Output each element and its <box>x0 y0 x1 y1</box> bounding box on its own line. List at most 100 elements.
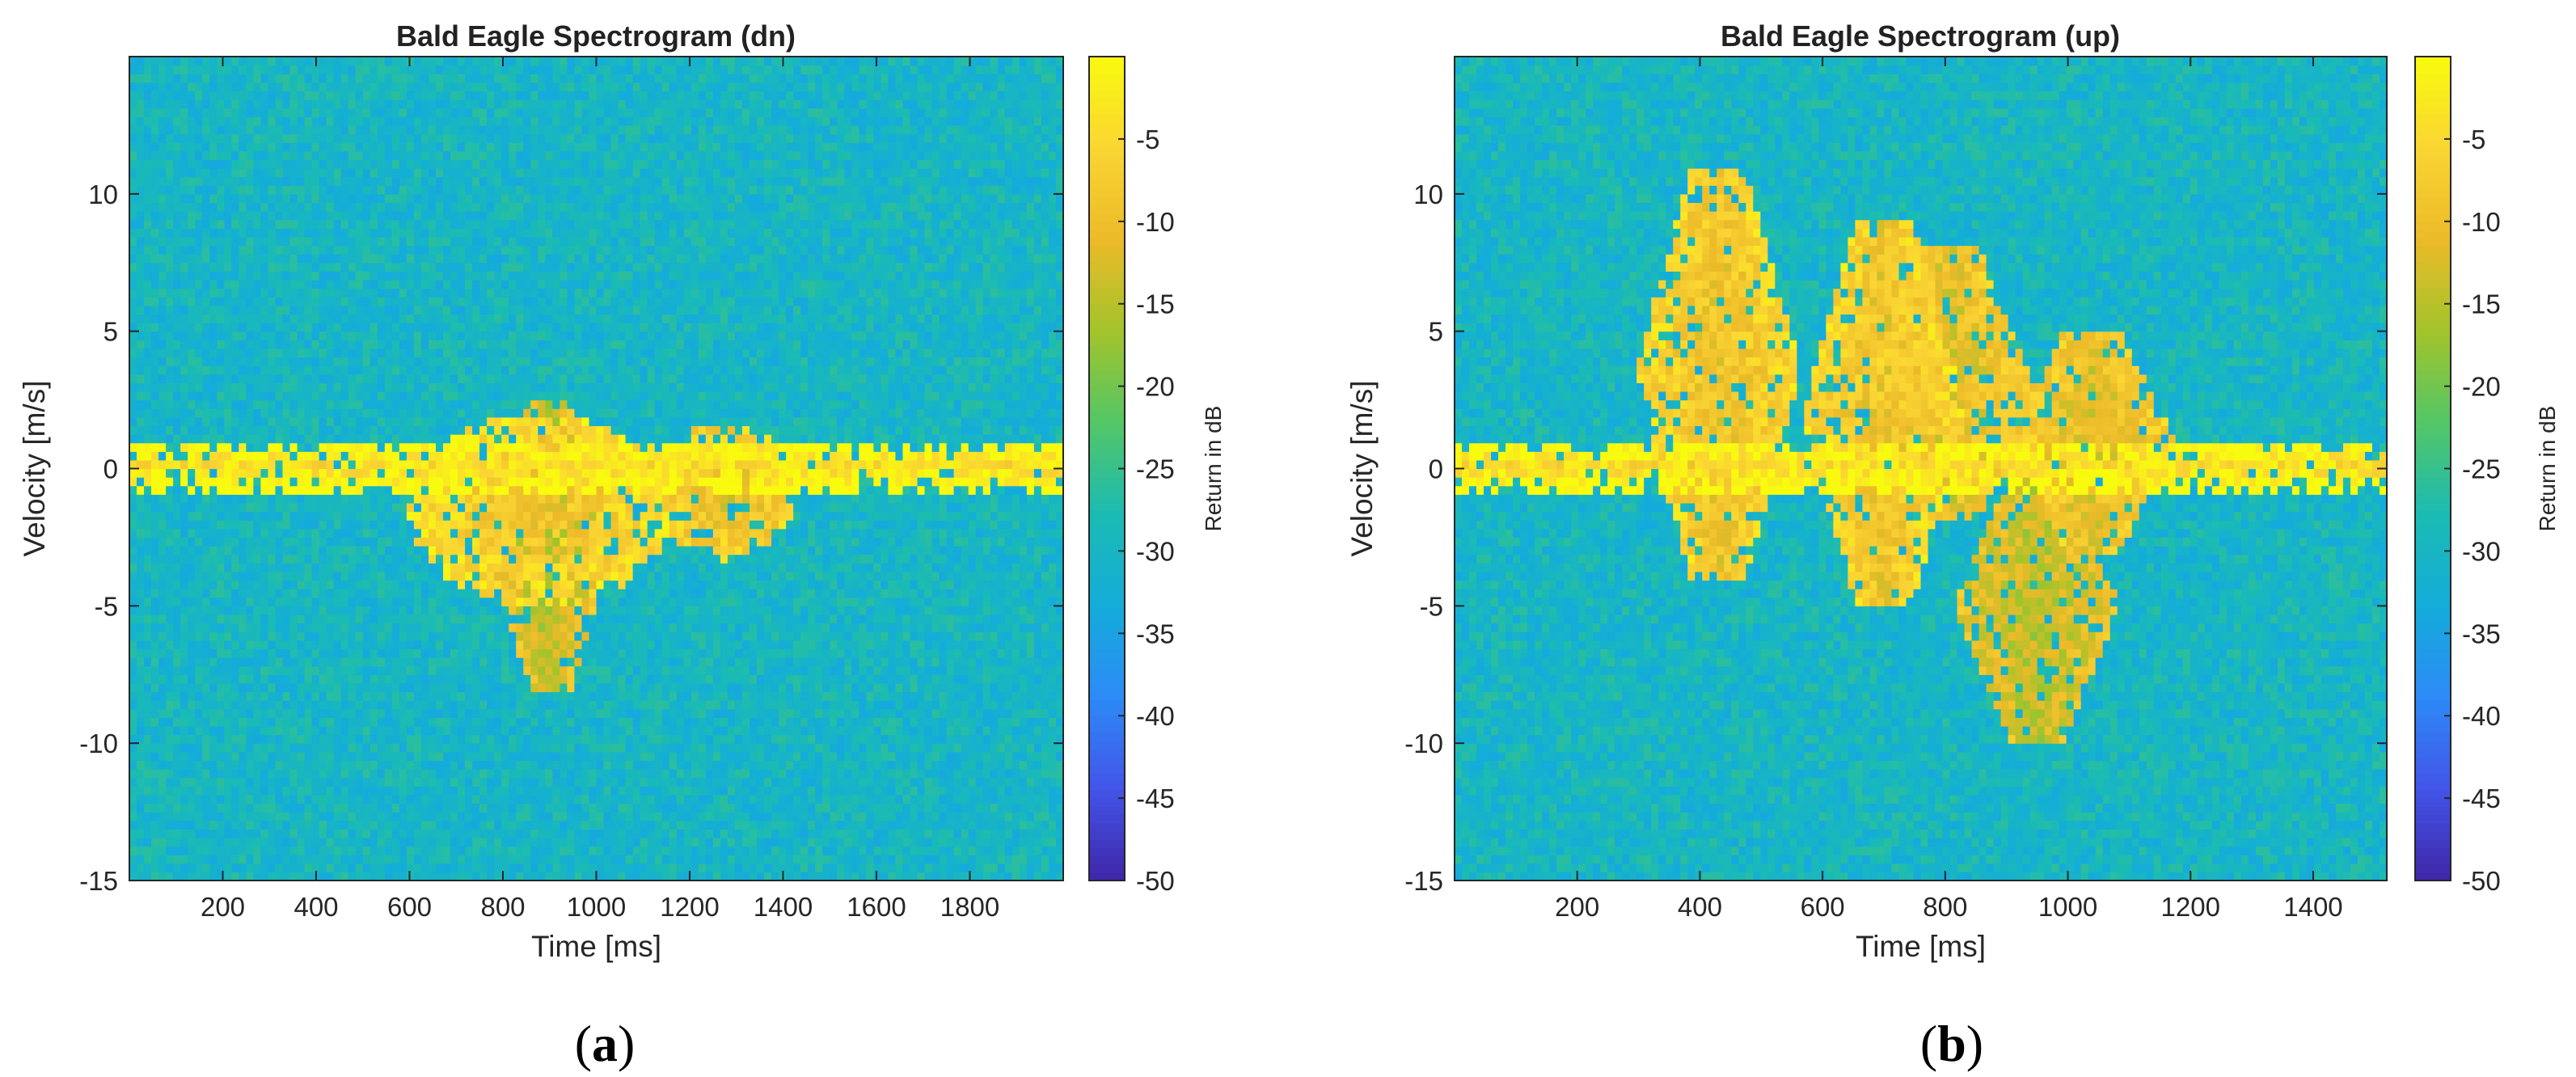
heatmap-cell <box>275 297 283 306</box>
heatmap-cell <box>151 417 159 426</box>
heatmap-cell <box>239 82 247 91</box>
heatmap-cell <box>370 847 378 855</box>
heatmap-cell <box>224 365 232 374</box>
heatmap-cell <box>253 838 261 847</box>
heatmap-cell <box>188 134 196 143</box>
heatmap-cell <box>137 503 145 512</box>
heatmap-cell <box>305 263 313 272</box>
heatmap-cell <box>180 631 188 640</box>
heatmap-cell <box>443 700 451 709</box>
heatmap-cell <box>260 451 268 460</box>
heatmap-cell <box>429 529 437 538</box>
heatmap-cell <box>363 829 371 838</box>
heatmap-cell <box>392 443 400 452</box>
heatmap-cell <box>290 99 298 108</box>
heatmap-cell <box>231 340 239 348</box>
heatmap-cell <box>312 306 320 315</box>
heatmap-cell <box>385 425 393 434</box>
heatmap-cell <box>501 760 509 769</box>
heatmap-cell <box>399 365 408 374</box>
heatmap-cell <box>392 743 400 752</box>
heatmap-cell <box>385 74 393 82</box>
heatmap-cell <box>268 194 276 203</box>
heatmap-cell <box>407 580 415 589</box>
heatmap-cell <box>356 99 364 108</box>
heatmap-cell <box>319 520 327 529</box>
heatmap-cell <box>356 640 364 649</box>
heatmap-cell <box>298 254 306 263</box>
heatmap-cell <box>348 743 357 752</box>
heatmap-cell <box>260 116 268 125</box>
heatmap-cell <box>421 803 429 812</box>
heatmap-cell <box>282 821 290 830</box>
heatmap-cell <box>378 65 386 74</box>
heatmap-cell <box>392 760 400 769</box>
heatmap-cell <box>450 691 458 700</box>
heatmap-cell <box>209 529 217 538</box>
heatmap-cell <box>137 743 145 752</box>
heatmap-cell <box>209 408 217 417</box>
heatmap-cell <box>305 503 313 512</box>
heatmap-cell <box>450 631 458 640</box>
heatmap-cell <box>501 177 509 186</box>
heatmap-cell <box>195 434 203 443</box>
heatmap-cell <box>195 546 203 555</box>
heatmap-cell <box>231 752 239 761</box>
heatmap-cell <box>421 168 429 177</box>
heatmap-cell <box>465 348 473 357</box>
heatmap-cell <box>370 116 378 125</box>
heatmap-cell <box>429 289 437 298</box>
heatmap-cell <box>429 580 437 589</box>
heatmap-cell <box>137 417 145 426</box>
heatmap-cell <box>246 271 254 280</box>
heatmap-cell <box>209 434 217 443</box>
heatmap-cell <box>202 237 210 246</box>
heatmap-cell <box>494 271 502 280</box>
heatmap-cell <box>173 760 181 769</box>
heatmap-cell <box>458 572 466 581</box>
heatmap-cell <box>501 185 509 194</box>
heatmap-cell <box>472 74 480 82</box>
heatmap-cell <box>479 735 488 744</box>
heatmap-cell <box>137 297 145 306</box>
heatmap-cell <box>137 615 145 623</box>
heatmap-cell <box>180 674 188 683</box>
heatmap-cell <box>246 434 254 443</box>
heatmap-cell <box>298 151 306 160</box>
heatmap-cell <box>501 314 509 323</box>
heatmap-cell <box>479 674 488 683</box>
heatmap-cell <box>436 365 444 374</box>
heatmap-cell <box>166 382 174 391</box>
heatmap-cell <box>275 786 283 795</box>
heatmap-cell <box>392 108 400 117</box>
heatmap-cell <box>501 297 509 306</box>
heatmap-cell <box>282 116 290 125</box>
heatmap-cell <box>378 116 386 125</box>
heatmap-cell <box>224 674 232 683</box>
heatmap-cell <box>385 760 393 769</box>
heatmap-cell <box>239 159 247 168</box>
heatmap-cell <box>224 872 232 881</box>
heatmap-cell <box>158 864 167 872</box>
heatmap-cell <box>151 151 159 160</box>
heatmap-cell <box>370 57 378 65</box>
heatmap-cell <box>188 425 196 434</box>
heatmap-cell <box>253 829 261 838</box>
heatmap-cell <box>443 263 451 272</box>
heatmap-cell <box>260 211 268 220</box>
heatmap-cell <box>239 640 247 649</box>
heatmap-cell <box>385 743 393 752</box>
heatmap-cell <box>188 408 196 417</box>
heatmap-cell <box>421 348 429 357</box>
heatmap-cell <box>348 726 357 735</box>
heatmap-cell <box>458 769 466 778</box>
heatmap-cell <box>472 486 480 495</box>
heatmap-cell <box>356 82 364 91</box>
heatmap-cell <box>137 512 145 521</box>
heatmap-cell <box>443 125 451 134</box>
heatmap-cell <box>224 546 232 555</box>
heatmap-cell <box>166 280 174 289</box>
heatmap-cell <box>231 332 239 340</box>
heatmap-cell <box>217 211 225 220</box>
heatmap-cell <box>239 74 247 82</box>
